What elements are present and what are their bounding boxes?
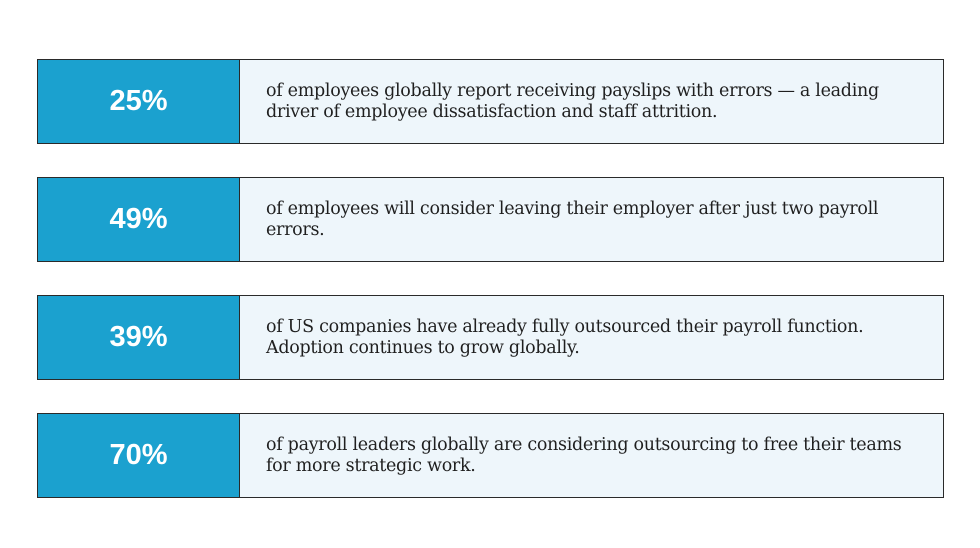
stat-description: of payroll leaders globally are consider… [240, 414, 943, 497]
stat-value: 70% [38, 414, 240, 497]
stat-value: 39% [38, 296, 240, 379]
stat-description-text: of employees will consider leaving their… [266, 198, 879, 240]
stat-description: of employees will consider leaving their… [240, 178, 943, 261]
stats-list: 25% of employees globally report receivi… [37, 59, 944, 531]
stat-description: of employees globally report receiving p… [240, 60, 943, 143]
stat-row-outsourced: 39% of US companies have already fully o… [37, 295, 944, 380]
stat-description-text: of payroll leaders globally are consider… [266, 434, 902, 476]
stat-row-considering: 70% of payroll leaders globally are cons… [37, 413, 944, 498]
stat-description: of US companies have already fully outso… [240, 296, 943, 379]
stat-description-text: of employees globally report receiving p… [266, 80, 879, 122]
stat-row-errors: 25% of employees globally report receivi… [37, 59, 944, 144]
stat-value: 25% [38, 60, 240, 143]
stat-value: 49% [38, 178, 240, 261]
stat-description-text: of US companies have already fully outso… [266, 316, 864, 358]
stat-row-leaving: 49% of employees will consider leaving t… [37, 177, 944, 262]
